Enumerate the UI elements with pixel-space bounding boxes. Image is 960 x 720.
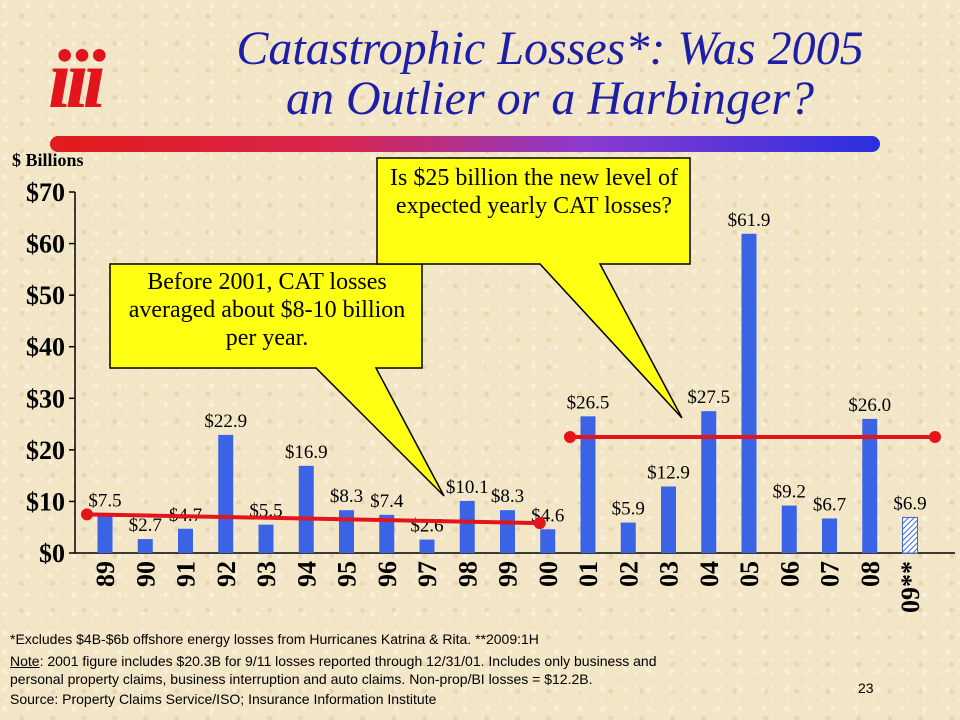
data-label-96: $7.4 [370,491,404,512]
data-label-02: $5.9 [612,499,645,520]
bar-93 [258,524,274,553]
bar-05 [741,233,757,553]
page-number: 23 [858,680,874,696]
data-label-98: $10.1 [446,477,489,498]
y-tick-label: $50 [26,281,65,310]
y-tick-label: $10 [26,487,65,516]
data-label-89: $7.5 [88,490,121,511]
x-tick-label-09**: 09** [896,561,925,613]
x-tick-label-06: 06 [775,561,804,587]
trend-line-2-end-dot [929,430,941,443]
callout-post2001-text: Is $25 billion the new level of expected… [390,165,678,219]
bar-02 [620,522,636,553]
bar-04 [701,411,717,553]
bar-91 [178,528,193,553]
x-tick-label-93: 93 [252,561,281,587]
x-tick-label-02: 02 [614,561,643,587]
bar-00 [540,529,556,553]
data-label-08: $26.0 [848,395,891,416]
x-tick-label-01: 01 [574,561,603,587]
data-label-92: $22.9 [204,411,247,432]
bar-90 [137,539,153,553]
bar-95 [339,510,354,553]
bar-08 [862,418,878,553]
trend-line-1 [86,512,540,526]
data-label-99: $8.3 [491,486,524,507]
x-tick-label-90: 90 [131,561,160,587]
y-tick-label: $70 [26,178,65,207]
data-label-09**: $6.9 [893,493,926,514]
data-label-05: $61.9 [728,210,771,231]
bar-07 [822,518,837,553]
data-label-01: $26.5 [567,392,610,413]
bar-92 [218,434,234,553]
footnote-note: Note: 2001 figure includes $20.3B for 9/… [10,652,657,670]
x-tick-label-08: 08 [856,561,885,587]
title-line-1: Catastrophic Losses*: Was 2005 [236,22,864,75]
bar-96 [379,514,395,553]
bar-98 [459,500,475,553]
bar-09** [902,516,918,554]
x-tick-label-04: 04 [695,561,724,587]
callout-pre2001-shape [109,263,445,497]
x-tick-label-97: 97 [413,561,442,587]
x-tick-label-95: 95 [333,561,362,587]
x-tick-label-98: 98 [453,561,482,587]
y-axis-units-label: $ Billions [12,150,84,170]
bar-99 [500,510,515,553]
bar-97 [419,539,435,553]
chart-axes: $0 $10 $20 $30 $40 $50 $60 $70 89 90 91 92 93 94 95 96 9… [26,178,955,613]
data-label-07: $6.7 [813,494,846,515]
bar-89 [97,514,113,553]
data-label-06: $9.2 [773,482,806,503]
title-line-2: an Outlier or a Harbinger? [286,72,814,125]
x-tick-label-07: 07 [816,561,845,587]
trend-lines-group [81,430,941,530]
footnote-claims: personal property claims, business inter… [10,671,593,687]
x-tick-label-00: 00 [534,561,563,587]
footnote-note-text: : 2001 figure includes $20.3B for 9/11 l… [39,653,657,669]
footnote-excludes: *Excludes $4B-$6b offshore energy losses… [10,631,539,647]
y-tick-label: $60 [26,230,65,259]
data-label-03: $12.9 [647,462,690,483]
data-label-94: $16.9 [285,442,328,463]
slide-title: Catastrophic Losses*: Was 2005 an Outlie… [150,24,950,124]
x-tick-label-96: 96 [373,561,402,587]
footnote-source: Source: Property Claims Service/ISO; Ins… [10,691,437,707]
x-tick-label-99: 99 [494,561,523,587]
x-tick-label-94: 94 [292,561,321,587]
data-label-04: $27.5 [687,387,730,408]
y-tick-label: $30 [26,384,65,413]
iii-logo: iii [48,33,106,126]
trend-line-1-start-dot [81,508,93,521]
x-tick-label-92: 92 [212,561,241,587]
data-label-95: $8.3 [330,486,363,507]
bar-06 [781,505,797,553]
bar-03 [661,486,676,553]
callout-shapes [109,157,691,497]
x-tick-label-03: 03 [655,561,684,587]
x-tick-label-89: 89 [91,561,120,587]
bar-94 [298,465,314,553]
x-tick-label-91: 91 [172,561,201,587]
bar-01 [580,416,596,553]
x-tick-label-05: 05 [735,561,764,587]
callout-pre2001-text: Before 2001, CAT losses averaged about $… [128,269,406,351]
trend-line-2-start-dot [564,430,576,443]
footnote-note-label: Note [10,653,40,669]
y-tick-label: $40 [26,333,65,362]
y-tick-label: $20 [26,436,65,465]
data-label-90: $2.7 [129,515,162,536]
callout-post2001-shape [376,157,691,419]
title-underline-bar [50,136,880,152]
trend-line-1-end-dot [533,517,546,530]
y-tick-label: $0 [39,539,65,568]
